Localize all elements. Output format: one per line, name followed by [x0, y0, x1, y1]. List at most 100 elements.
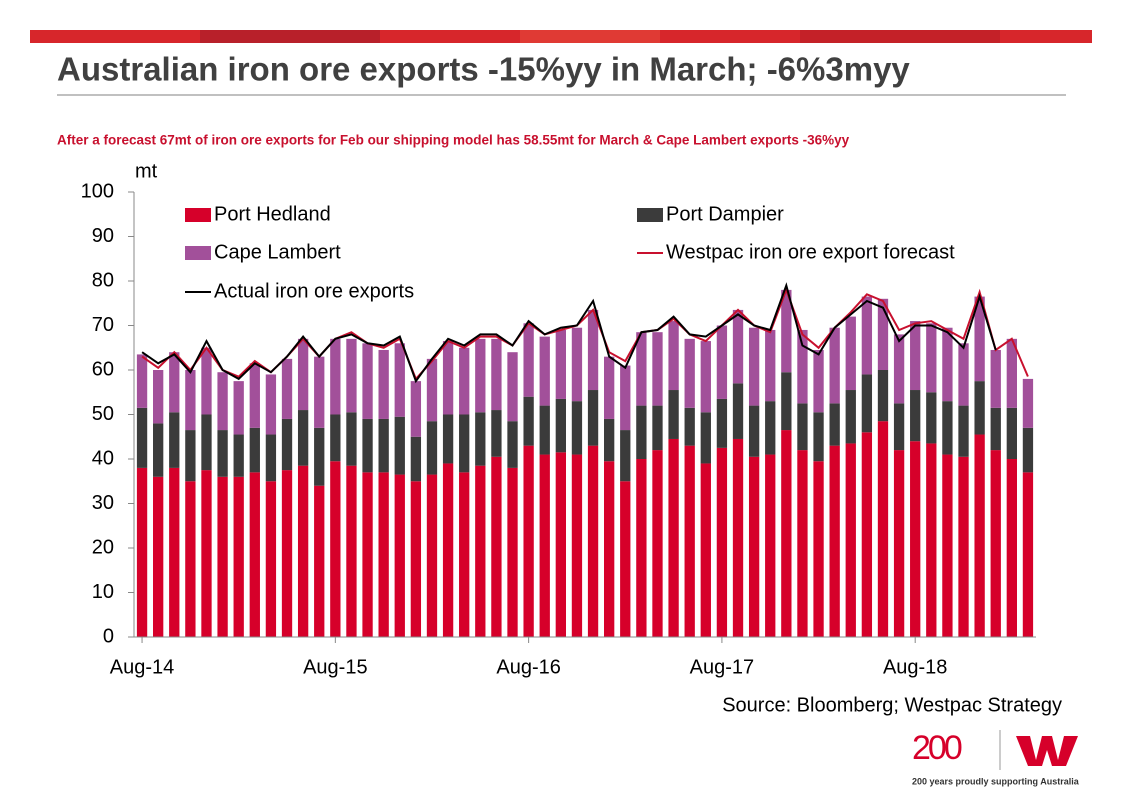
bar-segment	[700, 412, 711, 464]
bar-segment	[845, 443, 856, 637]
bar-segment	[201, 470, 212, 637]
bar-segment	[169, 412, 180, 468]
bar-segment	[201, 414, 212, 471]
bar-segment	[910, 441, 921, 637]
logo: 200 200 years proudly supporting Austral…	[912, 729, 1080, 786]
bar-segment	[555, 398, 566, 453]
bar-segment	[539, 454, 550, 637]
legend-label: Actual iron ore exports	[214, 280, 414, 302]
bar-segment	[861, 374, 873, 433]
bar-segment	[523, 445, 534, 637]
bar-segment	[378, 472, 389, 637]
bar-segment	[861, 296, 873, 375]
bar-segment	[716, 447, 728, 637]
bar-segment	[426, 421, 438, 475]
bar-segment	[410, 381, 422, 437]
bar-segment	[652, 332, 663, 406]
bar-segment	[233, 476, 244, 637]
bar-segment	[507, 352, 518, 422]
bar-segment	[813, 461, 824, 637]
bar-segment	[507, 421, 518, 468]
y-tick-label: 80	[92, 269, 114, 291]
bar-segment	[201, 347, 212, 415]
bar-segment	[604, 461, 615, 637]
bar-segment	[684, 445, 695, 637]
bar-segment	[845, 390, 856, 444]
bar-segment	[217, 476, 228, 637]
bar-segment	[684, 407, 695, 446]
bar-segment	[958, 343, 969, 406]
bar-segment	[620, 430, 631, 482]
bar-segment	[523, 396, 534, 446]
bar-segment	[620, 481, 631, 637]
x-tick-label: Aug-16	[496, 656, 561, 678]
bar-segment	[185, 370, 196, 431]
bar-segment	[587, 309, 599, 391]
bar-segment	[330, 338, 341, 415]
subtitle: After a forecast 67mt of iron ore export…	[57, 133, 850, 148]
bar-segment	[153, 370, 164, 424]
bar-segment	[442, 414, 454, 464]
bar-segment	[539, 336, 550, 406]
y-tick-label: 0	[103, 625, 114, 647]
bar-segment	[281, 418, 293, 471]
bar-segment	[442, 463, 454, 637]
bar-segment	[893, 403, 905, 451]
legend-swatch	[637, 208, 663, 222]
x-tick-label: Aug-18	[883, 656, 948, 678]
bar-segment	[732, 438, 744, 637]
bar-segment	[797, 450, 808, 637]
bar-segment	[523, 323, 534, 397]
bar-segment	[877, 298, 889, 370]
bar-segment	[249, 472, 260, 637]
bar-segment	[314, 485, 325, 637]
bar-segment	[1022, 378, 1034, 428]
legend-swatch	[185, 208, 211, 222]
bar-segment	[491, 338, 502, 411]
bar-segment	[362, 418, 373, 473]
bar-segment	[394, 474, 405, 637]
y-tick-label: 10	[92, 581, 114, 603]
bar-segment	[910, 390, 921, 442]
bar-segment	[781, 430, 792, 637]
bar-segment	[893, 450, 905, 637]
bar-segment	[346, 412, 357, 466]
bar-segment	[926, 323, 937, 393]
bar-segment	[475, 412, 486, 466]
bar-segment	[491, 456, 502, 637]
x-tick-label: Aug-17	[690, 656, 755, 678]
bar-segment	[169, 352, 180, 413]
bar-segment	[861, 432, 873, 637]
bar-segment	[700, 463, 711, 637]
bar-segment	[346, 465, 357, 637]
bar-segment	[748, 405, 760, 457]
bar-segment	[410, 481, 422, 637]
y-tick-label: 40	[92, 447, 114, 469]
bar-segment	[217, 430, 228, 477]
bar-segment	[990, 450, 1001, 637]
logo-text: 200	[912, 729, 962, 767]
y-tick-label: 50	[92, 403, 114, 425]
bar-segment	[1022, 427, 1034, 473]
bar-segment	[555, 329, 566, 399]
bar-segment	[346, 338, 357, 413]
bar-segment	[604, 418, 615, 462]
bar-segment	[668, 390, 679, 439]
tagline: 200 years proudly supporting Australia	[912, 776, 1080, 786]
bar-segment	[362, 343, 373, 419]
bar-segment	[636, 332, 647, 406]
bar-segment	[813, 412, 824, 462]
y-axis-label: mt	[135, 160, 158, 182]
bar-segment	[974, 296, 985, 382]
bar-segment	[845, 316, 856, 391]
bar-segment	[249, 427, 260, 473]
x-tick-label: Aug-14	[110, 656, 175, 678]
legend-label: Port Dampier	[666, 203, 784, 225]
bar-segment	[185, 481, 196, 637]
bar-segment	[942, 401, 953, 455]
bar-segment	[765, 401, 776, 455]
bar-segment	[394, 416, 405, 475]
bar-segment	[410, 436, 422, 482]
bar-segment	[169, 467, 180, 637]
